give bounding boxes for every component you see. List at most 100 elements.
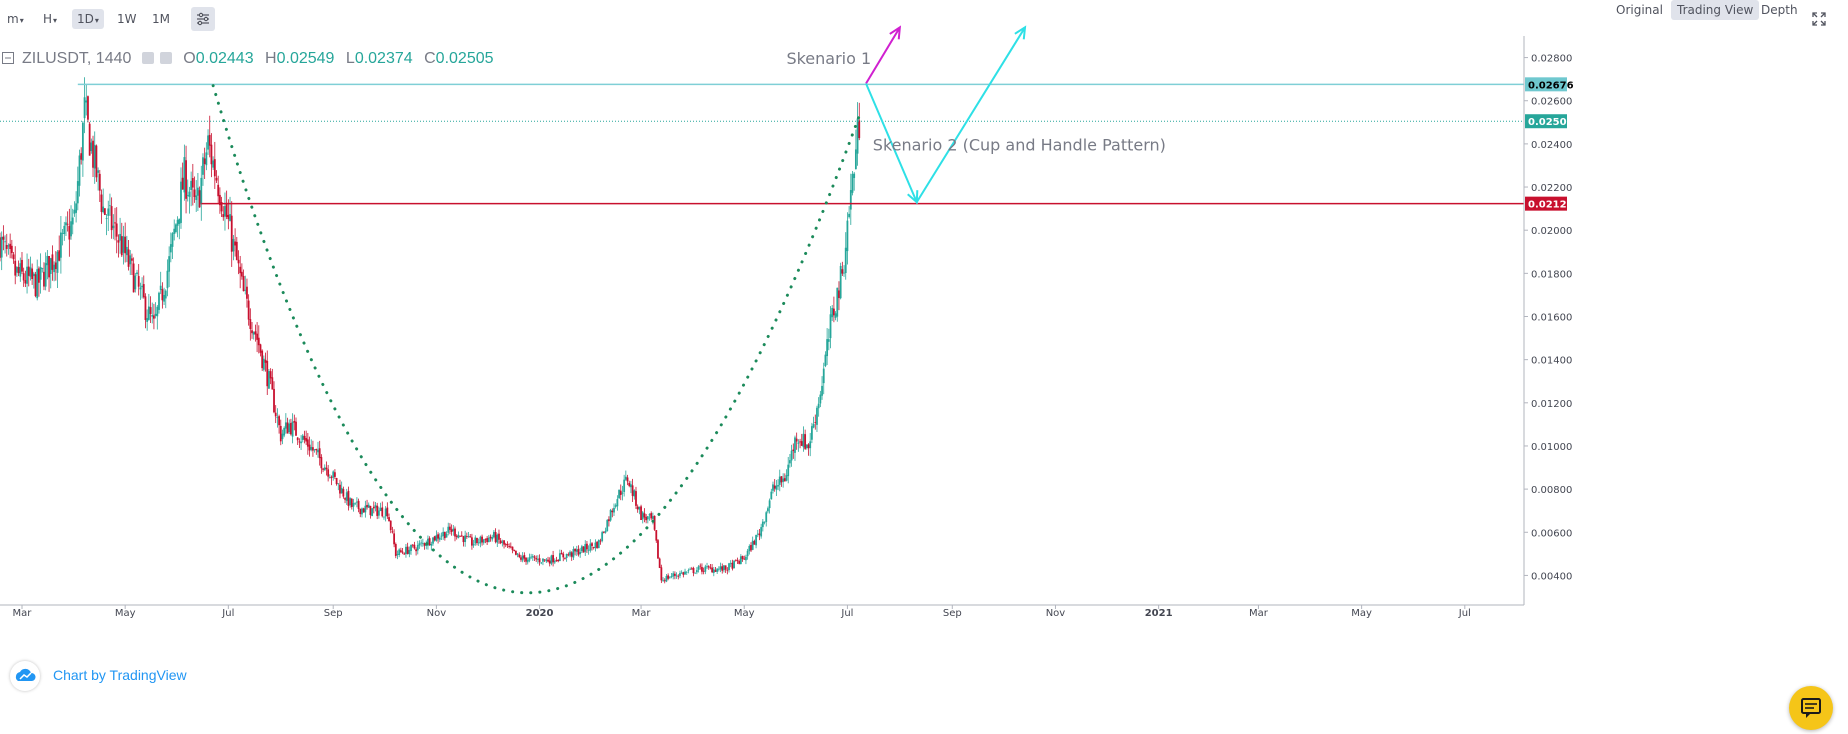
candle [27, 258, 30, 287]
candle-body [408, 549, 411, 555]
candle-body [832, 308, 835, 316]
candle-body [487, 537, 490, 543]
view-tradingview-button[interactable]: Trading View [1671, 0, 1760, 20]
candle [782, 473, 785, 488]
candle [51, 245, 54, 281]
view-original-button[interactable]: Original [1610, 0, 1669, 20]
candle-body [137, 276, 140, 287]
candle-body [692, 568, 695, 574]
candle [300, 435, 302, 450]
candle-body [59, 232, 62, 258]
candle-body [54, 262, 57, 270]
candle [474, 535, 477, 546]
candle [657, 539, 659, 559]
candle [540, 562, 543, 565]
interval-1d-dropdown[interactable]: 1D▾ [72, 9, 104, 29]
candle [212, 156, 215, 170]
candle [2, 225, 5, 251]
candle-body [53, 264, 56, 273]
candle [87, 95, 89, 123]
candle [432, 537, 434, 546]
candle [465, 532, 468, 539]
price-label-text: 0.02676 [1528, 80, 1574, 91]
candle-body [675, 575, 678, 577]
candle-body [9, 243, 12, 250]
candle [684, 568, 686, 576]
candle [142, 275, 145, 299]
candle-body [462, 536, 465, 543]
candle-body [574, 548, 576, 552]
view-depth-button[interactable]: Depth [1755, 0, 1804, 20]
candle-body [235, 241, 238, 260]
candle [56, 250, 59, 288]
candle-body [4, 241, 6, 243]
interval-1m-button[interactable]: 1M [147, 9, 175, 29]
annotation-text[interactable]: Skenario 2 (Cup and Handle Pattern) [873, 135, 1166, 154]
arrow-skenario-1[interactable] [865, 26, 901, 84]
candle-body [482, 539, 485, 543]
price-tick-label: 0.02800 [1531, 54, 1572, 65]
candle [186, 179, 189, 202]
candle [807, 443, 810, 456]
annotations[interactable]: Skenario 1 Skenario 2 (Cup and Handle Pat… [786, 49, 1165, 154]
candle [636, 504, 639, 513]
candle [339, 479, 341, 499]
candle [536, 555, 539, 564]
candle [5, 233, 8, 257]
interval-hours-dropdown[interactable]: H▾ [38, 9, 62, 29]
candle-body [293, 420, 296, 423]
time-axis[interactable]: Mar May Jul Sep Nov 2020 Mar May Jul Sep Nov 2021 Ma… [0, 604, 1524, 619]
candle [166, 259, 169, 297]
annotation-text[interactable]: Skenario 1 [786, 49, 871, 68]
candle [178, 218, 181, 240]
candle-body [421, 542, 424, 544]
candle-body [509, 546, 512, 548]
candle [702, 567, 705, 575]
candle-body [640, 506, 642, 520]
candle [447, 522, 450, 536]
candle-body [318, 448, 321, 459]
candle [136, 269, 138, 276]
settings-icon[interactable] [159, 52, 172, 64]
fullscreen-icon[interactable] [1812, 12, 1826, 26]
candle-body [854, 149, 857, 170]
candle [185, 145, 187, 214]
candle-body [406, 546, 409, 554]
candle-body [660, 567, 663, 581]
price-axis[interactable]: 0.02800 0.02600 0.02400 0.02200 0.02000 0.018… [1523, 36, 1572, 605]
candle [851, 170, 854, 196]
candle [460, 531, 463, 537]
arrow-skenario-2[interactable] [865, 26, 1026, 205]
candle [805, 444, 808, 450]
attribution-text[interactable]: Chart by TradingView [53, 667, 187, 683]
eye-icon[interactable] [141, 52, 154, 64]
chart-settings-button[interactable] [191, 7, 215, 31]
horizontal-lines[interactable]: 0.02676 0.02505 0.02123 [0, 77, 1574, 211]
interval-1w-button[interactable]: 1W [112, 9, 142, 29]
candle-body [117, 240, 120, 243]
candle-body [352, 503, 355, 507]
candle-body [782, 478, 785, 482]
candle-body [685, 571, 688, 573]
cup-curve[interactable] [211, 84, 861, 595]
candle [65, 216, 67, 236]
price-tick-label: 0.01200 [1531, 399, 1572, 410]
view-label: Trading View [1677, 3, 1754, 17]
candle-body [711, 567, 714, 573]
candle [144, 293, 147, 329]
candle [220, 196, 223, 218]
candle [526, 557, 529, 565]
candle-body [279, 425, 282, 442]
interval-minutes-dropdown[interactable]: m▾ [2, 9, 29, 29]
chat-button[interactable] [1789, 686, 1833, 730]
scenario-arrows[interactable] [865, 25, 1027, 205]
candle [153, 303, 155, 330]
candle [596, 540, 598, 549]
cup-curve-line[interactable] [211, 84, 861, 595]
candle [290, 418, 292, 436]
candle [332, 470, 335, 481]
candle-body [10, 245, 13, 254]
candle-body [88, 123, 91, 156]
collapse-legend-icon[interactable] [2, 52, 14, 64]
